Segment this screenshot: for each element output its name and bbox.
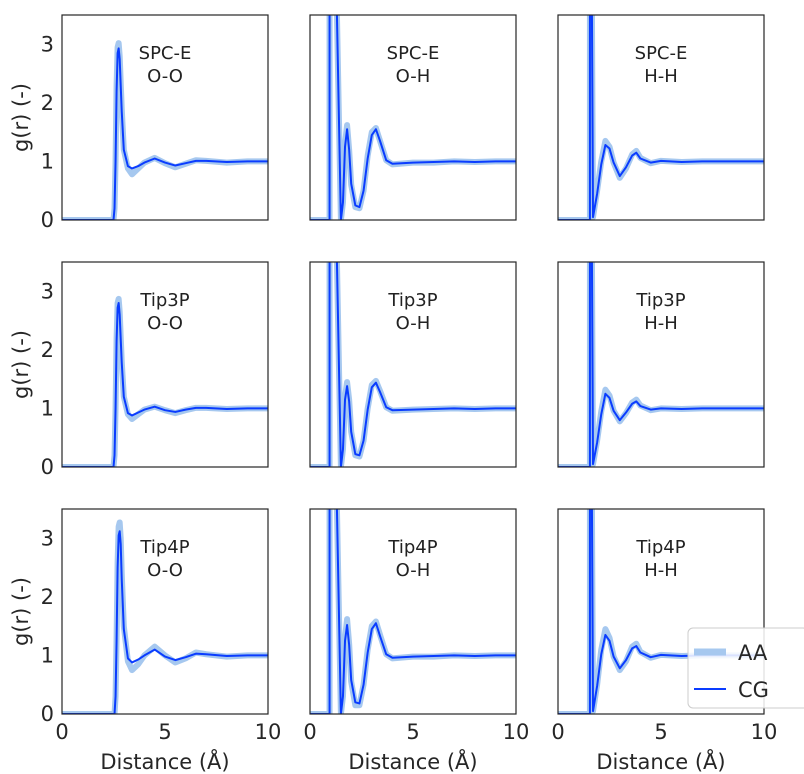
series-line-cg [558, 262, 764, 467]
y-tick-label: 3 [41, 279, 54, 303]
plot-frame [61, 261, 269, 468]
series-group [310, 15, 516, 220]
series-line-cg [62, 530, 268, 714]
x-tick-label: 10 [255, 720, 282, 744]
series-line-cg [310, 262, 516, 467]
series-line-cg [558, 15, 764, 220]
plot-frame [557, 508, 765, 715]
series-line-cg [310, 509, 516, 714]
x-axis-label: Distance (Å) [596, 748, 725, 774]
panel-model-label: Tip3P [635, 290, 685, 311]
y-tick-label: 0 [41, 455, 54, 479]
plot-frame [557, 14, 765, 221]
panel-pair-label: O-H [396, 313, 431, 334]
legend-label-cg: CG [738, 678, 769, 702]
x-tick-label: 0 [303, 720, 316, 744]
y-tick-label: 1 [41, 643, 54, 667]
panel-model-label: Tip4P [139, 537, 189, 558]
panel-spce-h-h: SPC-EH-H [557, 14, 765, 221]
x-tick-label: 10 [751, 720, 778, 744]
y-tick-label: 2 [41, 338, 54, 362]
y-axis-label: g(r) (-) [9, 83, 33, 152]
plot-frame [557, 261, 765, 468]
panel-pair-label: O-O [147, 560, 183, 581]
x-axis-label: Distance (Å) [348, 748, 477, 774]
panel-pair-label: O-O [147, 66, 183, 87]
panel-pair-label: O-H [396, 66, 431, 87]
series-line-aa [558, 15, 764, 220]
panel-spce-o-h: SPC-EO-H [309, 14, 517, 221]
panel-pair-label: H-H [644, 313, 678, 334]
y-axis-label: g(r) (-) [9, 577, 33, 646]
x-tick-label: 5 [406, 720, 419, 744]
panel-pair-label: H-H [644, 560, 678, 581]
y-axis-label: g(r) (-) [9, 330, 33, 399]
panel-spce-o-o: SPC-EO-O 0 1 2 3 g(r) (-) [9, 14, 269, 232]
plot-frame [309, 261, 517, 468]
series-group [62, 295, 268, 467]
plot-frame [61, 14, 269, 221]
legend-label-aa: AA [738, 641, 768, 665]
x-tick-label: 0 [55, 720, 68, 744]
y-tick-label: 1 [41, 149, 54, 173]
y-tick-label: 2 [41, 585, 54, 609]
y-tick-label: 1 [41, 396, 54, 420]
y-tick-label: 0 [41, 702, 54, 726]
series-line-cg [62, 47, 268, 220]
panel-model-label: Tip4P [635, 537, 685, 558]
series-group [310, 509, 516, 714]
x-axis-label: Distance (Å) [100, 748, 229, 774]
plot-frame [61, 508, 269, 715]
series-group [558, 262, 764, 467]
panel-pair-label: H-H [644, 66, 678, 87]
series-line-cg [62, 302, 268, 467]
x-tick-label: 5 [158, 720, 171, 744]
y-tick-label: 3 [41, 526, 54, 550]
legend: AA CG [687, 627, 804, 709]
legend-frame [687, 627, 804, 709]
x-tick-label: 10 [503, 720, 530, 744]
series-group [558, 15, 764, 220]
series-group [62, 519, 268, 714]
series-line-cg [310, 15, 516, 220]
x-tick-label: 5 [654, 720, 667, 744]
series-group [310, 262, 516, 467]
series-group [62, 40, 268, 220]
plot-frame [309, 508, 517, 715]
panel-pair-label: O-H [396, 560, 431, 581]
y-tick-label: 2 [41, 91, 54, 115]
panel-model-label: SPC-E [139, 43, 192, 64]
panel-pair-label: O-O [147, 313, 183, 334]
x-tick-label: 0 [551, 720, 564, 744]
panel-model-label: Tip3P [387, 290, 437, 311]
panel-model-label: SPC-E [387, 43, 440, 64]
y-tick-label: 3 [41, 32, 54, 56]
plot-frame [309, 14, 517, 221]
panel-model-label: SPC-E [635, 43, 688, 64]
y-tick-label: 0 [41, 208, 54, 232]
panel-model-label: Tip4P [387, 537, 437, 558]
panel-model-label: Tip3P [139, 290, 189, 311]
